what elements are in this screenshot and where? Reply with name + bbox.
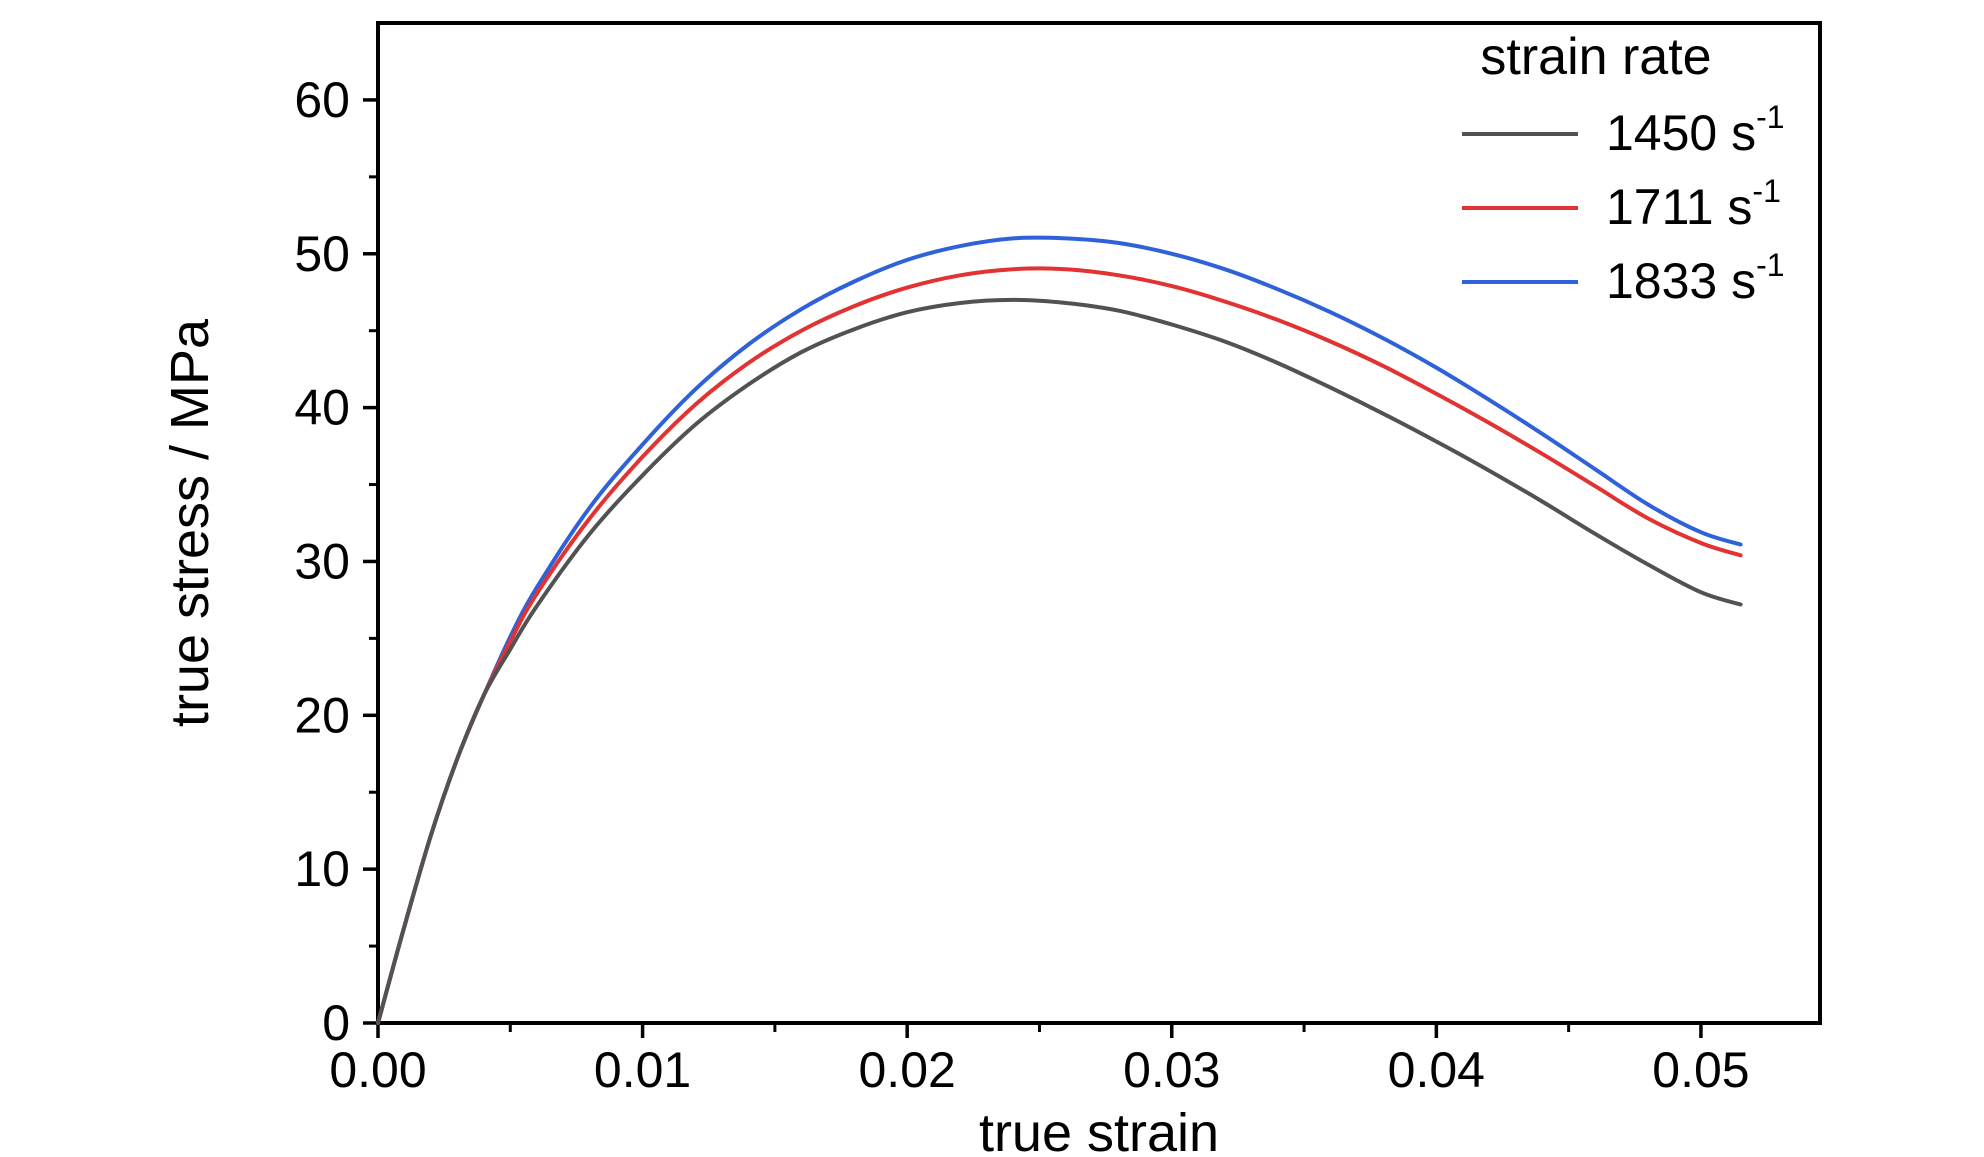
x-tick-label: 0.01 (594, 1042, 691, 1098)
y-tick-label: 60 (294, 72, 350, 128)
series-line-1450-s-1 (376, 297, 1743, 1025)
legend-label-1711-s-1: 1711 s-1 (1606, 173, 1781, 235)
y-tick-label: 0 (322, 995, 350, 1051)
y-axis-title: true stress / MPa (160, 318, 220, 727)
x-tick-label: 0.05 (1652, 1042, 1749, 1098)
legend-title: strain rate (1480, 28, 1711, 86)
x-axis-title: true strain (979, 1103, 1219, 1157)
axis-box (376, 21, 1822, 1025)
legend-label-1833-s-1: 1833 s-1 (1606, 247, 1785, 309)
x-tick-label: 0.00 (329, 1042, 426, 1098)
y-tick-label: 50 (294, 226, 350, 282)
y-tick-label: 10 (294, 841, 350, 897)
x-tick-label: 0.02 (859, 1042, 956, 1098)
x-tick-label: 0.04 (1388, 1042, 1485, 1098)
series-line-1833-s-1 (376, 235, 1743, 1025)
y-tick-label: 30 (294, 533, 350, 589)
series-line-1711-s-1 (376, 266, 1743, 1025)
legend-label-1450-s-1: 1450 s-1 (1606, 99, 1785, 161)
x-tick-label: 0.03 (1123, 1042, 1220, 1098)
y-tick-label: 20 (294, 687, 350, 743)
y-tick-label: 40 (294, 380, 350, 436)
